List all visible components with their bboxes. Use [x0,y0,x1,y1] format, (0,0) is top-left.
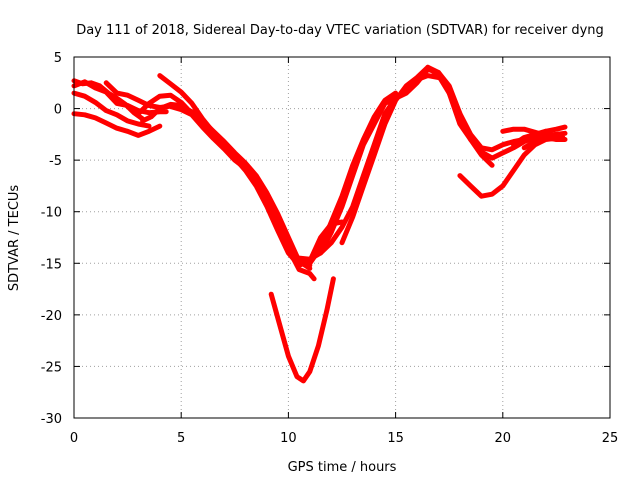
axis-ticks: 0 5 10 15 20 25 -30 -25 -20 -15 -10 -5 0 5 [41,51,619,446]
series-arc-16 [268,276,336,384]
y-tick-label: -20 [41,309,62,324]
series-arc-2 [71,90,152,129]
y-tick-label: -30 [41,412,62,427]
x-tick-label: 10 [280,431,297,446]
x-tick-label: 15 [387,431,404,446]
chart-title: Day 111 of 2018, Sidereal Day-to-day VTE… [76,23,604,38]
y-tick-label: -15 [41,257,62,272]
series-arc-12 [296,66,452,262]
series-arc-3 [71,111,163,138]
x-tick-label: 20 [495,431,512,446]
y-axis-label: SDTVAR / TECUs [7,185,22,292]
x-axis-label: GPS time / hours [288,460,397,475]
series-arc-17 [425,64,527,153]
series-arc-11 [178,105,313,268]
series-arc-14 [318,73,441,256]
series-arc-19 [446,90,495,168]
x-tick-label: 0 [70,431,78,446]
y-tick-label: -25 [41,360,62,375]
y-tick-label: -10 [41,206,62,221]
y-tick-label: 0 [54,103,62,118]
series-arc-4 [71,78,146,122]
series-arc-22 [511,124,568,148]
series-arc-23 [521,135,568,151]
y-tick-label: -5 [49,154,62,169]
data-series-group [71,64,568,384]
x-tick-label: 5 [177,431,185,446]
y-tick-label: 5 [54,51,62,66]
plot-frame [73,56,611,419]
x-tick-label: 25 [602,431,619,446]
